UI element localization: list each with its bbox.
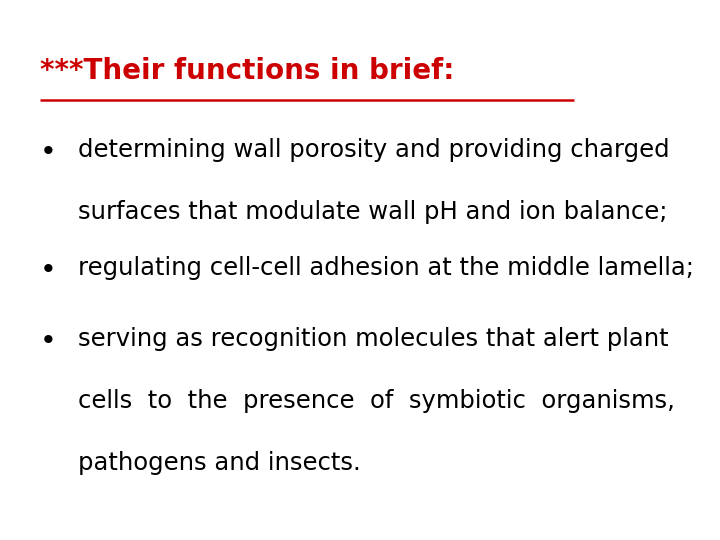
Text: surfaces that modulate wall pH and ion balance;: surfaces that modulate wall pH and ion b… — [78, 200, 667, 224]
Text: •: • — [40, 256, 56, 285]
Text: cells  to  the  presence  of  symbiotic  organisms,: cells to the presence of symbiotic organ… — [78, 389, 675, 413]
Text: regulating cell-cell adhesion at the middle lamella;: regulating cell-cell adhesion at the mid… — [78, 256, 694, 280]
Text: ***Their functions in brief:: ***Their functions in brief: — [40, 57, 454, 85]
Text: serving as recognition molecules that alert plant: serving as recognition molecules that al… — [78, 327, 668, 350]
Text: pathogens and insects.: pathogens and insects. — [78, 451, 361, 475]
Text: •: • — [40, 138, 56, 166]
Text: •: • — [40, 327, 56, 355]
Text: determining wall porosity and providing charged: determining wall porosity and providing … — [78, 138, 670, 161]
